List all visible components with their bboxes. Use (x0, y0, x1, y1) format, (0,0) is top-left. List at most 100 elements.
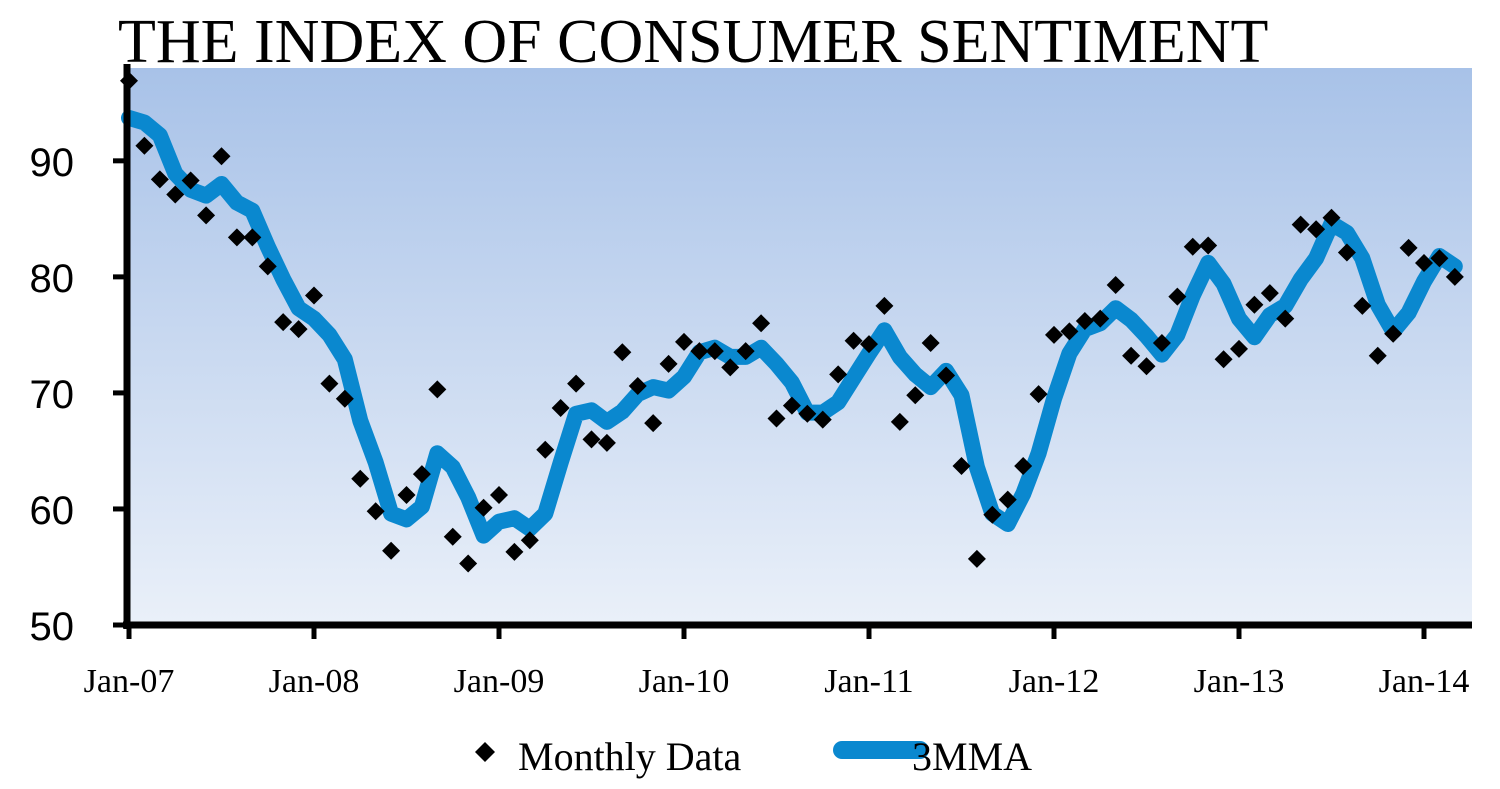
legend-3mma-label: 3MMA (912, 734, 1032, 779)
monthly-data-point (1199, 236, 1218, 255)
monthly-data-point (1152, 334, 1171, 353)
monthly-data-point (305, 286, 323, 305)
x-axis-ticks: Jan-07 Jan-08 Jan-09 Jan-10 Jan-11 Jan-12 Jan-… (84, 625, 1470, 700)
monthly-data-point (397, 486, 416, 505)
monthly-data-point (1291, 215, 1310, 234)
monthly-data-point (1091, 309, 1110, 328)
monthly-data-point (967, 549, 986, 568)
y-tick-label: 80 (30, 257, 75, 301)
plot-area-background (127, 68, 1472, 625)
monthly-data-point (844, 331, 863, 350)
monthly-data-point (289, 320, 308, 339)
monthly-data-point (736, 342, 755, 361)
monthly-data-point (258, 257, 277, 276)
monthly-data-point (906, 386, 925, 405)
monthly-data-point (227, 228, 246, 247)
monthly-data-point (798, 404, 817, 423)
monthly-data-point (135, 136, 154, 155)
monthly-data-point (366, 502, 385, 521)
x-tick-label: Jan-14 (1379, 663, 1470, 700)
monthly-data-point (1168, 287, 1187, 306)
series-3mma-group (121, 109, 1463, 544)
x-tick-label: Jan-13 (1194, 663, 1285, 700)
monthly-data-point (998, 490, 1017, 509)
monthly-data-point (1014, 457, 1033, 476)
monthly-data-point (983, 505, 1002, 524)
monthly-data-point (782, 396, 801, 415)
monthly-data-point (752, 314, 771, 333)
monthly-data-point (613, 343, 632, 362)
y-axis-ticks: 50 60 70 80 90 (30, 141, 127, 649)
monthly-data-point (952, 457, 971, 476)
monthly-data-point (1430, 249, 1449, 268)
x-tick-label: Jan-12 (1009, 663, 1100, 700)
y-tick-label: 90 (30, 141, 75, 185)
monthly-data-point (459, 554, 478, 573)
monthly-data-point (382, 541, 401, 560)
monthly-data-point (351, 469, 370, 488)
monthly-data-point (1445, 267, 1464, 286)
x-tick-label: Jan-07 (84, 663, 175, 700)
monthly-data-point (150, 170, 169, 189)
legend-monthly-data-label: Monthly Data (518, 734, 742, 779)
x-tick-label: Jan-10 (639, 663, 730, 700)
monthly-data-point (412, 465, 431, 484)
monthly-data-point (197, 206, 216, 225)
monthly-data-point (320, 374, 339, 393)
y-tick-label: 70 (30, 373, 75, 417)
monthly-data-point (813, 410, 832, 429)
monthly-data-point (597, 433, 616, 452)
monthly-data-point (1368, 346, 1387, 365)
monthly-data-point (1122, 346, 1141, 365)
monthly-data-point (1415, 253, 1433, 272)
monthly-data-point (1384, 324, 1403, 343)
monthly-data-point (1245, 295, 1264, 314)
monthly-data-point (1276, 309, 1295, 328)
monthly-data-point (490, 486, 508, 505)
monthly-data-point (1183, 237, 1202, 256)
monthly-data-point (1214, 350, 1233, 369)
monthly-data-point (628, 376, 647, 395)
monthly-data-point (567, 374, 586, 393)
monthly-data-point (937, 366, 956, 385)
monthly-data-point (274, 313, 293, 332)
legend-monthly-data-marker (475, 742, 495, 762)
x-tick-label: Jan-09 (454, 663, 545, 700)
monthly-data-point (1353, 296, 1372, 315)
monthly-data-point (767, 409, 786, 428)
monthly-data-point (181, 171, 200, 190)
monthly-data-point (166, 185, 185, 204)
monthly-data-point (875, 296, 894, 315)
monthly-data-point (1337, 243, 1356, 262)
series-3mma-line (121, 109, 1463, 544)
monthly-data-point (721, 358, 740, 377)
monthly-data-point (890, 412, 909, 431)
monthly-data-point (1060, 322, 1079, 341)
monthly-data-point (705, 342, 724, 361)
monthly-data-point (921, 334, 940, 353)
monthly-data-point (1260, 284, 1279, 303)
monthly-data-point (659, 354, 678, 373)
x-tick-label: Jan-08 (269, 663, 360, 700)
monthly-data-point (690, 342, 709, 361)
chart-title: THE INDEX OF CONSUMER SENTIMENT (118, 8, 1268, 76)
monthly-data-point (1322, 208, 1341, 227)
monthly-data-point (829, 365, 848, 384)
monthly-data-point (1029, 385, 1048, 404)
monthly-data-point (1307, 220, 1326, 239)
monthly-data-point (474, 498, 493, 517)
monthly-data-point (505, 542, 524, 561)
monthly-data-point (551, 399, 570, 418)
monthly-data-point (1399, 238, 1418, 257)
monthly-data-point (675, 332, 693, 351)
monthly-data-point (428, 380, 447, 399)
monthly-data-point (860, 335, 878, 354)
series-monthly-data-group (120, 71, 1464, 573)
monthly-data-point (243, 228, 262, 247)
monthly-data-point (212, 147, 231, 166)
monthly-data-point (1075, 311, 1094, 330)
monthly-data-point (335, 389, 354, 408)
x-tick-label: Jan-11 (824, 663, 913, 700)
monthly-data-point (1106, 275, 1125, 294)
